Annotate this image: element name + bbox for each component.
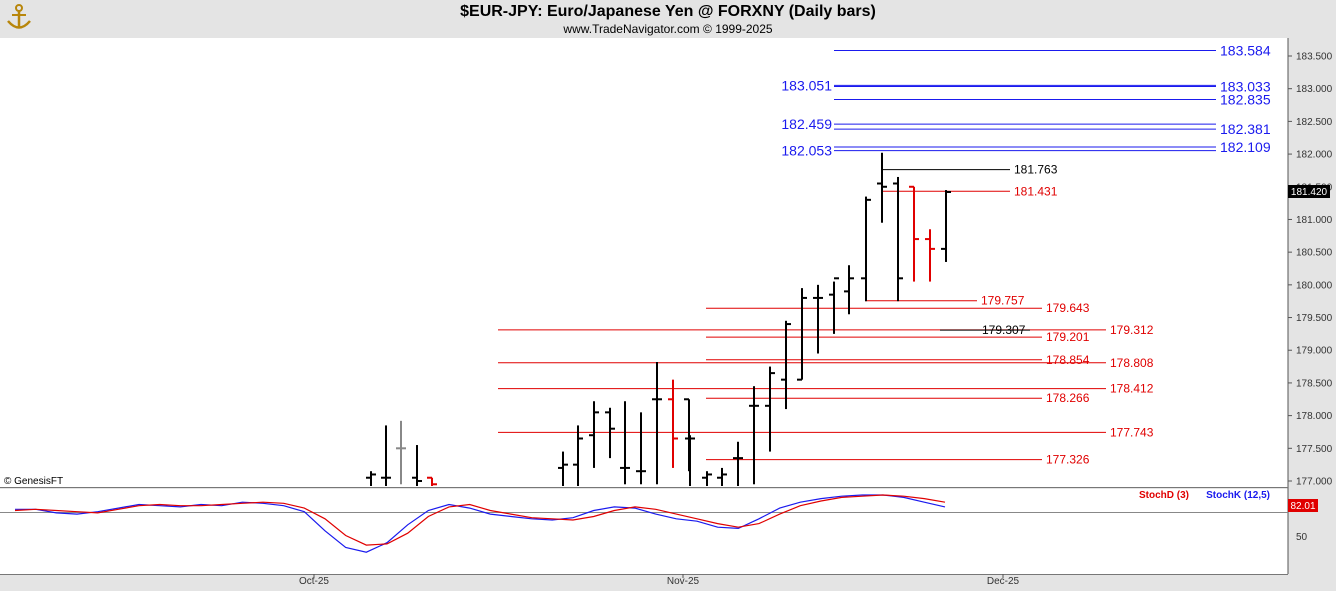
- legend-stochd: StochD (3): [1139, 490, 1189, 501]
- level-label: 181.431: [1014, 184, 1058, 198]
- y-tick-label: 177.000: [1296, 477, 1333, 488]
- y-tick-label: 180.000: [1296, 280, 1333, 291]
- y-tick-label: 181.000: [1296, 215, 1333, 226]
- last-price-box: [1288, 185, 1330, 198]
- x-tick-label: Oct-25: [299, 576, 329, 587]
- stoch-last-box: [1288, 499, 1318, 512]
- x-tick-label: Nov-25: [667, 576, 700, 587]
- anchor-logo-icon: [4, 2, 34, 32]
- level-label: 183.051: [781, 77, 832, 93]
- ohlc-bar: [749, 386, 759, 485]
- ohlc-bar: [396, 420, 406, 485]
- level-label: 177.326: [1046, 453, 1090, 467]
- level-label: 182.835: [1220, 91, 1271, 107]
- ohlc-bar: [733, 441, 743, 486]
- level-label: 179.643: [1046, 301, 1090, 315]
- y-tick-label: 180.500: [1296, 248, 1333, 259]
- legend-stochk: StochK (12,5): [1206, 490, 1270, 501]
- level-label: 178.854: [1046, 353, 1090, 367]
- ohlc-bar: [909, 185, 919, 282]
- ohlc-bar: [412, 445, 422, 486]
- last-price-label: 181.420: [1291, 187, 1328, 198]
- level-label: 179.201: [1046, 330, 1090, 344]
- y-tick-label: 183.500: [1296, 52, 1333, 63]
- y-tick-label: 177.500: [1296, 444, 1333, 455]
- watermark: © GenesisFT: [4, 476, 63, 487]
- level-label: 182.053: [781, 143, 832, 159]
- ohlc-bar: [797, 288, 807, 381]
- chart-header: $EUR-JPY: Euro/Japanese Yen @ FORXNY (Da…: [0, 0, 1336, 38]
- ohlc-bar: [813, 284, 823, 354]
- ohlc-bar: [589, 401, 599, 468]
- ohlc-bar: [877, 152, 887, 223]
- y-tick-label: 183.000: [1296, 84, 1333, 95]
- ohlc-bar: [941, 190, 951, 262]
- level-label: 179.307: [982, 323, 1026, 337]
- y-tick-label: 179.000: [1296, 346, 1333, 357]
- level-label: 182.109: [1220, 139, 1271, 155]
- y-tick-label: 182.000: [1296, 150, 1333, 161]
- level-label: 183.033: [1220, 79, 1271, 95]
- y-tick-label: 178.500: [1296, 378, 1333, 389]
- ohlc-bar: [573, 425, 583, 486]
- level-label: 178.412: [1110, 382, 1154, 396]
- level-label: 181.763: [1014, 163, 1058, 177]
- y-tick-label: 178.000: [1296, 411, 1333, 422]
- ohlc-bar: [925, 229, 935, 282]
- stochk-line: [15, 494, 946, 553]
- ohlc-bar: [781, 320, 791, 410]
- ohlc-bar: [702, 471, 712, 486]
- ohlc-bar: [381, 425, 391, 486]
- level-label: 178.266: [1046, 391, 1090, 405]
- ohlc-bar: [558, 451, 568, 486]
- level-label: 178.808: [1110, 356, 1154, 370]
- stoch-last-label: 82.01: [1290, 501, 1315, 512]
- ohlc-bar: [685, 435, 695, 486]
- ohlc-bar: [717, 467, 727, 486]
- ohlc-bar: [668, 379, 678, 468]
- ohlc-bar: [366, 471, 376, 486]
- stochd-line: [14, 494, 946, 546]
- ohlc-bar: [765, 366, 775, 452]
- level-label: 182.381: [1220, 121, 1271, 137]
- ohlc-bar: [893, 176, 903, 302]
- ohlc-bar: [636, 412, 646, 485]
- ohlc-bar: [427, 476, 437, 486]
- stochastic-pane: [0, 489, 1288, 574]
- chart-subtitle: www.TradeNavigator.com © 1999-2025: [563, 22, 773, 36]
- ohlc-bar: [605, 407, 615, 459]
- ohlc-bar: [861, 196, 871, 302]
- ohlc-bar: [652, 362, 662, 485]
- y-tick-label: 179.500: [1296, 313, 1333, 324]
- level-label: 177.743: [1110, 425, 1154, 439]
- ohlc-bar: [829, 277, 839, 334]
- level-label: 179.757: [981, 294, 1025, 308]
- level-label: 182.459: [781, 116, 832, 132]
- ohlc-bar: [620, 401, 630, 485]
- main-pane: [0, 38, 1288, 487]
- chart-title: $EUR-JPY: Euro/Japanese Yen @ FORXNY (Da…: [460, 3, 876, 20]
- level-label: 179.312: [1110, 323, 1154, 337]
- ohlc-bar: [844, 265, 854, 315]
- stoch-y-tick: 50: [1296, 532, 1308, 543]
- x-tick-label: Dec-25: [987, 576, 1020, 587]
- level-label: 183.584: [1220, 43, 1271, 59]
- y-tick-label: 182.500: [1296, 117, 1333, 128]
